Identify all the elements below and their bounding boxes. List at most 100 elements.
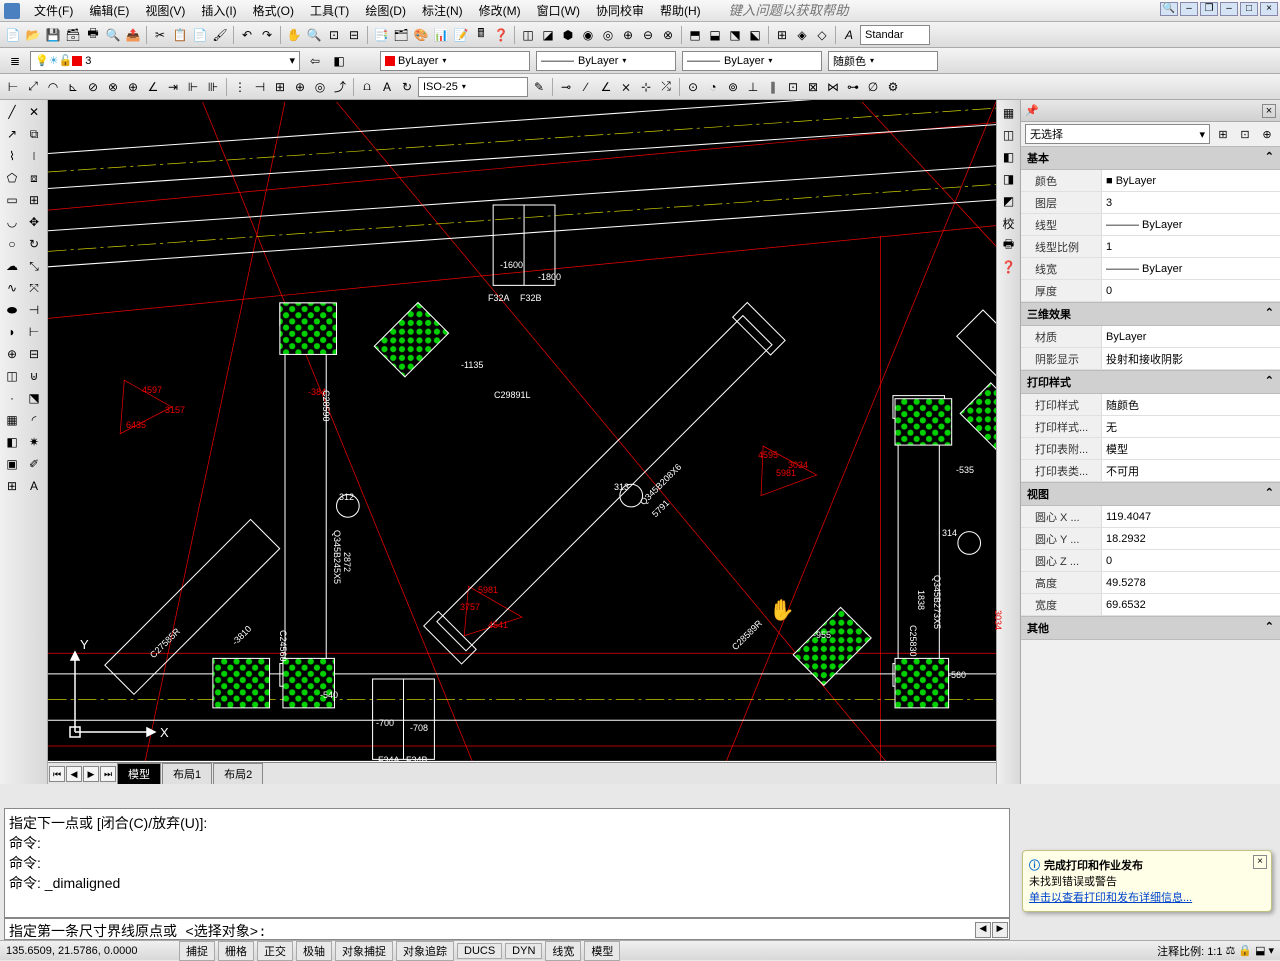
- 3d6-icon[interactable]: ⊕: [619, 26, 637, 44]
- match-icon[interactable]: 🖌: [211, 26, 229, 44]
- break-icon[interactable]: ⊟: [24, 344, 44, 364]
- cmd-right-icon[interactable]: ▶: [992, 922, 1008, 938]
- snap10-icon[interactable]: ⊥: [744, 78, 762, 96]
- prop-row[interactable]: 打印样式...无: [1021, 416, 1280, 438]
- ucs2-icon[interactable]: ◈: [793, 26, 811, 44]
- prop-row[interactable]: 线宽——— ByLayer: [1021, 258, 1280, 280]
- ellipse-icon[interactable]: ⬬: [2, 300, 22, 320]
- snap7-icon[interactable]: ⊙: [684, 78, 702, 96]
- save-icon[interactable]: 💾: [44, 26, 62, 44]
- pickadd-icon[interactable]: ⊕: [1258, 125, 1276, 143]
- rt2-icon[interactable]: ◫: [1000, 126, 1018, 144]
- dim-cont-icon[interactable]: ⊪: [204, 78, 222, 96]
- anno-scale[interactable]: 注释比例: 1:1: [1157, 943, 1222, 959]
- tab-layout2[interactable]: 布局2: [213, 763, 263, 784]
- balloon-close-icon[interactable]: ×: [1253, 855, 1267, 869]
- center-icon[interactable]: ⊕: [291, 78, 309, 96]
- selection-combo[interactable]: 无选择▾: [1025, 124, 1210, 144]
- view1-icon[interactable]: ⬒: [686, 26, 704, 44]
- prop-row[interactable]: 阴影显示投射和接收阴影: [1021, 348, 1280, 370]
- menu-view[interactable]: 视图(V): [137, 0, 193, 21]
- view3-icon[interactable]: ⬔: [726, 26, 744, 44]
- snap13-icon[interactable]: ⊠: [804, 78, 822, 96]
- dimupd-icon[interactable]: ↻: [398, 78, 416, 96]
- hatch-icon[interactable]: ▦: [2, 410, 22, 430]
- rt1-icon[interactable]: ▦: [1000, 104, 1018, 122]
- open-icon[interactable]: 📂: [24, 26, 42, 44]
- arc-icon[interactable]: ◡: [2, 212, 22, 232]
- tolerance-icon[interactable]: ⊞: [271, 78, 289, 96]
- sheet-icon[interactable]: 📊: [432, 26, 450, 44]
- paste-icon[interactable]: 📄: [191, 26, 209, 44]
- 3d2-icon[interactable]: ◪: [539, 26, 557, 44]
- rt8-icon[interactable]: ❓: [1000, 258, 1018, 276]
- snap12-icon[interactable]: ⊡: [784, 78, 802, 96]
- anno1-icon[interactable]: ⚖: [1225, 944, 1235, 957]
- props-close-icon[interactable]: ×: [1262, 104, 1276, 118]
- props-pin-icon[interactable]: 📌: [1025, 104, 1039, 117]
- print-icon[interactable]: 🖶: [84, 26, 102, 44]
- menu-insert[interactable]: 插入(I): [193, 0, 244, 21]
- zoom-win-icon[interactable]: ⊡: [325, 26, 343, 44]
- command-history[interactable]: 指定下一点或 [闭合(C)/放弃(U)]: 命令: 命令: 命令: _dimal…: [4, 808, 1010, 918]
- dyn-toggle[interactable]: DYN: [505, 943, 542, 959]
- rotate-icon[interactable]: ↻: [24, 234, 44, 254]
- restore-icon[interactable]: ❐: [1200, 2, 1218, 16]
- 3d8-icon[interactable]: ⊗: [659, 26, 677, 44]
- prop-group-header[interactable]: 三维效果⌃: [1021, 302, 1280, 326]
- selobj-icon[interactable]: ⊡: [1236, 125, 1254, 143]
- copy-icon[interactable]: 📋: [171, 26, 189, 44]
- table-icon[interactable]: ⊞: [2, 476, 22, 496]
- circle-icon[interactable]: ○: [2, 234, 22, 254]
- snap1-icon[interactable]: ⊸: [557, 78, 575, 96]
- 3d4-icon[interactable]: ◉: [579, 26, 597, 44]
- trim-icon[interactable]: ⊣: [24, 300, 44, 320]
- min2-icon[interactable]: –: [1180, 2, 1198, 16]
- dimstylemgr-icon[interactable]: ✎: [530, 78, 548, 96]
- snap6-icon[interactable]: ⤮: [657, 78, 675, 96]
- anno3-icon[interactable]: ⬓: [1255, 944, 1265, 957]
- layer-prev-icon[interactable]: ⇦: [306, 52, 324, 70]
- close-icon[interactable]: ×: [1260, 2, 1278, 16]
- layer-iso-icon[interactable]: ◧: [330, 52, 348, 70]
- menu-edit[interactable]: 编辑(E): [81, 0, 137, 21]
- joglin-icon[interactable]: ⤴: [331, 78, 349, 96]
- dimstyle-combo[interactable]: ISO-25▾: [418, 77, 528, 97]
- redo-icon[interactable]: ↷: [258, 26, 276, 44]
- ucs1-icon[interactable]: ⊞: [773, 26, 791, 44]
- ellarc-icon[interactable]: ◗: [2, 322, 22, 342]
- balloon-link[interactable]: 单击以查看打印和发布详细信息...: [1029, 892, 1192, 904]
- tab-first-icon[interactable]: ⏮: [49, 766, 65, 782]
- layer-combo[interactable]: 💡☀🔓 3 ▾: [30, 51, 300, 71]
- tab-model[interactable]: 模型: [117, 763, 161, 784]
- fillet-icon[interactable]: ◜: [24, 410, 44, 430]
- 3d7-icon[interactable]: ⊖: [639, 26, 657, 44]
- copy2-icon[interactable]: ⧉: [24, 124, 44, 144]
- tab-layout1[interactable]: 布局1: [162, 763, 212, 784]
- props-icon[interactable]: 📑: [372, 26, 390, 44]
- offset-icon[interactable]: ⧈: [24, 168, 44, 188]
- pe-icon[interactable]: ✐: [24, 454, 44, 474]
- minimize-icon[interactable]: –: [1220, 2, 1238, 16]
- point-icon[interactable]: ·: [2, 388, 22, 408]
- prop-row[interactable]: 线型——— ByLayer: [1021, 214, 1280, 236]
- prop-group-header[interactable]: 视图⌃: [1021, 482, 1280, 506]
- drawing-canvas[interactable]: ✋ -1600-1800F32AF32B-1135C29891L45976435…: [48, 100, 996, 784]
- model-toggle[interactable]: 模型: [584, 941, 620, 961]
- zoom-prev-icon[interactable]: ⊟: [345, 26, 363, 44]
- prop-row[interactable]: 打印样式随颜色: [1021, 394, 1280, 416]
- mirror-icon[interactable]: ⧙: [24, 146, 44, 166]
- menu-dim[interactable]: 标注(N): [414, 0, 471, 21]
- prop-row[interactable]: 厚度0: [1021, 280, 1280, 302]
- prop-row[interactable]: 高度49.5278: [1021, 572, 1280, 594]
- dim-rad-icon[interactable]: ⊘: [84, 78, 102, 96]
- snap2-icon[interactable]: ∕: [577, 78, 595, 96]
- polar-toggle[interactable]: 极轴: [296, 941, 332, 961]
- rt4-icon[interactable]: ◨: [1000, 170, 1018, 188]
- dim-quick-icon[interactable]: ⇥: [164, 78, 182, 96]
- ducs-toggle[interactable]: DUCS: [457, 943, 502, 959]
- join-icon[interactable]: ⊍: [24, 366, 44, 386]
- anno2-icon[interactable]: 🔒: [1238, 944, 1252, 957]
- prop-row[interactable]: 打印表类...不可用: [1021, 460, 1280, 482]
- layer-mgr-icon[interactable]: ≣: [6, 52, 24, 70]
